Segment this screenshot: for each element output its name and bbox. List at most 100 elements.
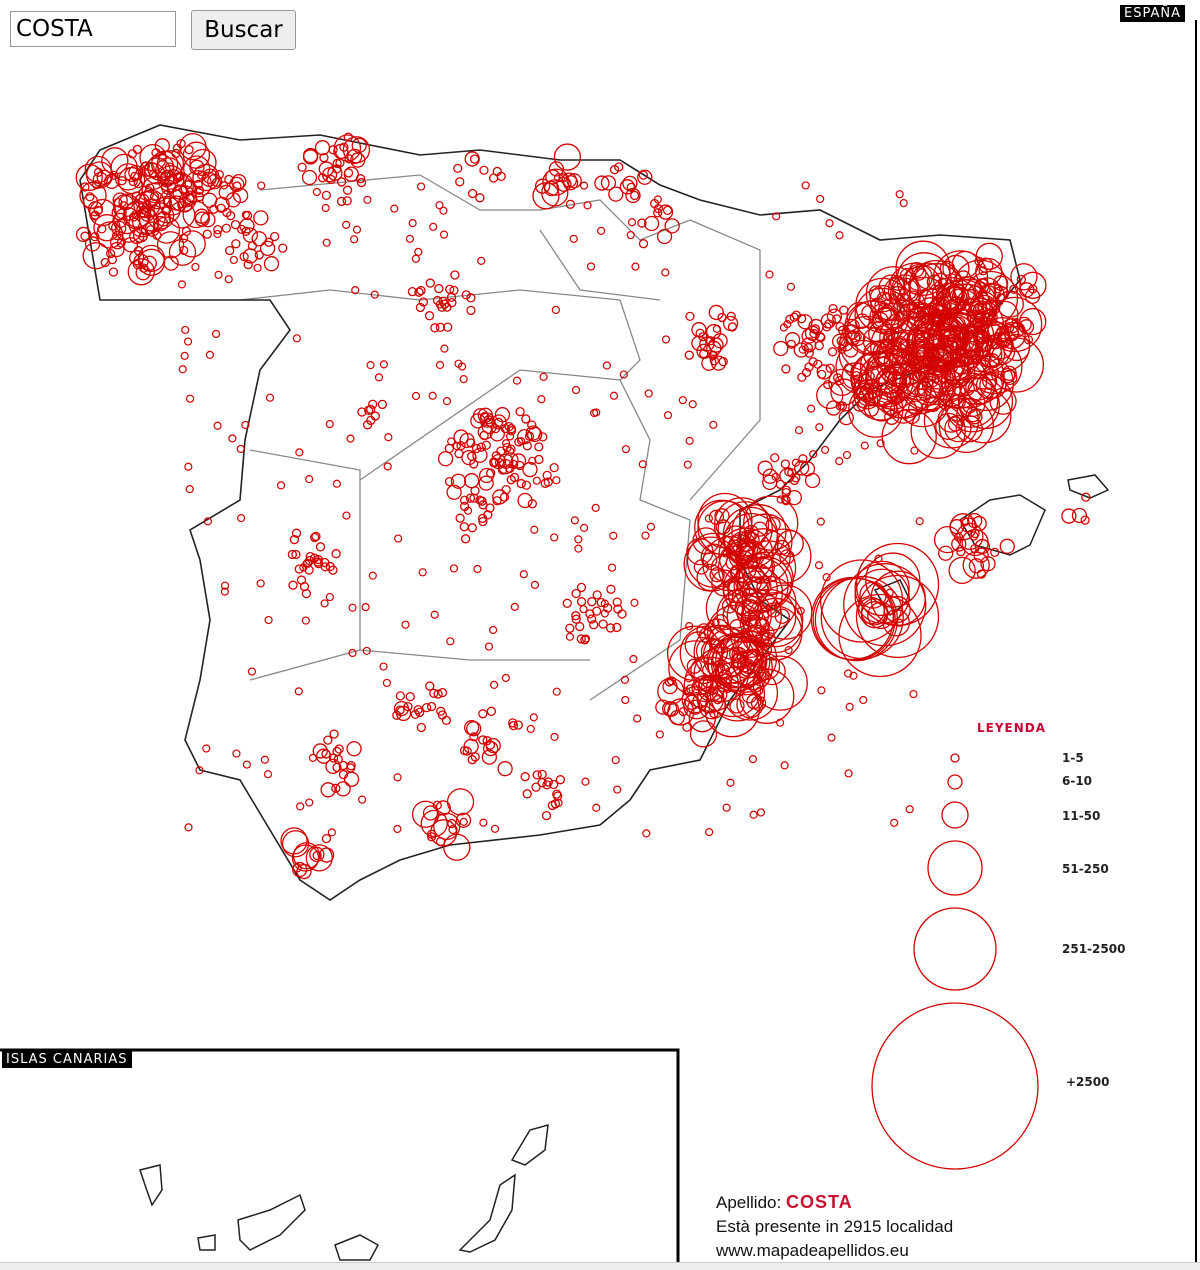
surname-marker — [416, 722, 426, 733]
surname-marker — [930, 306, 940, 316]
surname-marker — [613, 785, 622, 794]
surname-marker — [646, 522, 656, 531]
surname-marker — [241, 226, 251, 236]
surname-marker — [384, 433, 393, 442]
tenerife-outline — [237, 1193, 306, 1251]
surname-marker — [684, 694, 700, 710]
surname-marker — [449, 564, 459, 573]
surname-marker — [302, 149, 319, 165]
surname-marker — [180, 351, 189, 360]
surname-marker — [642, 829, 651, 838]
surname-marker — [478, 735, 488, 745]
surname-marker — [82, 242, 110, 270]
surname-marker — [462, 746, 472, 756]
surname-marker — [600, 175, 617, 191]
surname-marker — [579, 523, 589, 533]
surname-marker — [539, 372, 548, 381]
surname-marker — [288, 580, 298, 590]
surname-marker — [975, 356, 992, 373]
surname-marker — [510, 602, 519, 611]
surname-marker — [730, 675, 739, 685]
surname-marker — [342, 136, 371, 164]
surname-marker — [993, 283, 1003, 294]
surname-marker — [481, 440, 491, 450]
surname-marker — [947, 416, 964, 432]
surname-marker — [816, 332, 826, 343]
surname-marker — [699, 349, 709, 359]
surname-marker — [779, 468, 795, 484]
surname-marker — [895, 240, 951, 296]
surname-marker — [721, 630, 778, 686]
legend-circles — [871, 753, 1039, 1170]
menorca-outline — [1067, 474, 1110, 499]
surname-marker — [296, 802, 305, 811]
surname-marker — [678, 396, 687, 405]
legend-label: +2500 — [1066, 1075, 1110, 1089]
surname-marker — [854, 568, 910, 624]
surname-marker — [443, 322, 453, 332]
surname-marker — [1016, 274, 1027, 285]
surname-marker — [159, 169, 176, 186]
surname-marker — [477, 513, 488, 524]
surname-marker — [179, 133, 207, 161]
surname-marker — [213, 229, 222, 239]
surname-marker — [592, 590, 602, 600]
surname-marker — [679, 625, 735, 681]
surname-marker — [461, 449, 477, 466]
surname-marker — [548, 779, 559, 790]
surname-marker — [446, 484, 462, 500]
surname-marker — [693, 681, 703, 691]
surname-marker — [336, 196, 347, 207]
surname-marker — [178, 230, 206, 258]
surname-marker — [860, 598, 889, 626]
surname-marker — [681, 686, 709, 714]
surname-marker — [323, 735, 333, 745]
surname-marker — [978, 266, 988, 276]
surname-marker — [976, 569, 987, 579]
surname-marker — [455, 177, 465, 187]
surname-marker — [885, 588, 894, 597]
surname-marker — [528, 456, 537, 465]
surname-marker — [263, 256, 280, 272]
surname-marker — [315, 542, 326, 552]
surname-marker — [643, 215, 660, 232]
surname-marker — [527, 426, 543, 443]
surname-marker — [232, 749, 241, 758]
surname-marker — [633, 714, 642, 723]
surname-marker — [405, 234, 415, 243]
surname-marker — [617, 609, 627, 619]
horizontal-scrollbar[interactable] — [0, 1262, 1200, 1270]
surname-marker — [612, 597, 622, 607]
legend-label: 51-250 — [1062, 862, 1109, 876]
surname-marker — [313, 558, 324, 569]
surname-marker — [756, 808, 766, 817]
surname-marker — [974, 538, 990, 555]
surname-marker — [685, 622, 694, 631]
surname-marker — [598, 619, 608, 629]
surname-marker — [479, 818, 488, 827]
surname-marker — [899, 198, 908, 208]
surname-marker — [504, 421, 514, 432]
surname-marker — [757, 460, 773, 476]
surname-marker — [835, 401, 845, 411]
surname-marker — [489, 625, 498, 635]
surname-marker — [342, 511, 351, 520]
surname-marker — [581, 777, 590, 786]
website-link[interactable]: www.mapadeapellidos.eu — [716, 1241, 909, 1260]
surname-marker — [814, 561, 824, 570]
surname-marker — [96, 169, 112, 185]
surname-marker — [712, 695, 723, 705]
surname-marker — [1009, 284, 1019, 294]
provinces-lines — [239, 174, 761, 701]
surname-marker — [702, 678, 712, 688]
surname-marker — [124, 166, 140, 183]
surname-marker — [861, 388, 871, 398]
surname-search-input[interactable] — [10, 11, 176, 47]
surname-marker — [395, 705, 412, 722]
search-button[interactable]: Buscar — [191, 10, 296, 50]
surname-marker — [967, 512, 983, 529]
surname-marker — [854, 560, 910, 617]
surname-marker — [853, 382, 881, 410]
surname-marker — [979, 277, 989, 288]
surname-marker — [773, 340, 789, 357]
